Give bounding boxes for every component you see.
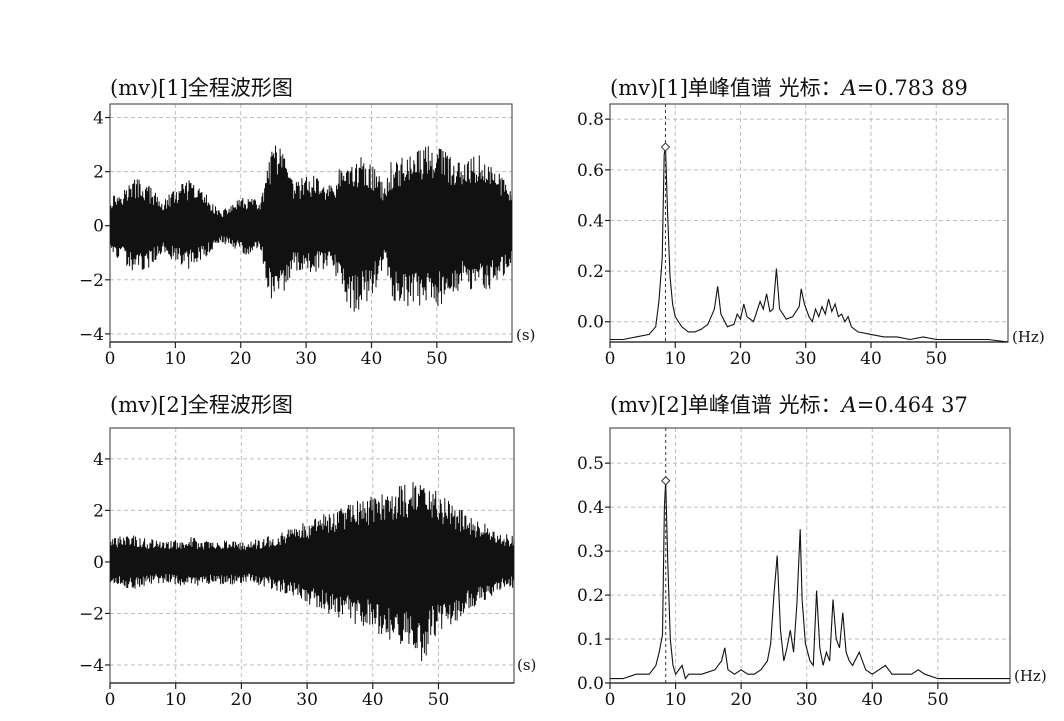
y-tick-label: 0.5 — [577, 454, 604, 474]
y-tick-label: −4 — [79, 325, 104, 345]
x-tick-label: 40 — [860, 349, 882, 369]
y-tick-label: 0 — [93, 553, 104, 573]
x-tick-label: 40 — [362, 690, 384, 710]
x-tick-label: 50 — [925, 349, 947, 369]
y-tick-label: −2 — [79, 271, 104, 291]
y-tick-label: 0.2 — [577, 586, 604, 606]
x-tick-label: 20 — [231, 690, 253, 710]
spectrum-series — [610, 146, 1008, 342]
waveform-series — [110, 145, 512, 312]
y-tick-label: 0.2 — [577, 262, 604, 282]
x-tick-label: 0 — [605, 349, 616, 369]
y-tick-label: −4 — [79, 656, 104, 676]
cursor-peak-marker — [661, 476, 671, 486]
y-tick-label: 0.4 — [577, 211, 604, 231]
x-tick-label: 40 — [361, 349, 383, 369]
x-tick-label: 20 — [730, 349, 752, 369]
x-tick-label: 20 — [730, 690, 752, 710]
y-tick-label: 0.8 — [577, 110, 604, 130]
x-tick-label: 30 — [796, 690, 818, 710]
x-tick-label: 10 — [165, 690, 187, 710]
y-tick-label: 4 — [93, 109, 104, 129]
plot-area: 0 10 20 30 40 50 0.8 0.6 0.4 0.2 0.0 — [577, 103, 1009, 369]
x-tick-label: 50 — [428, 690, 450, 710]
y-tick-label: 0.0 — [577, 313, 604, 333]
y-tick-label: 2 — [93, 501, 104, 521]
waveform-series — [110, 482, 514, 662]
x-tick-label: 30 — [795, 349, 817, 369]
spectrum-series — [610, 480, 1010, 680]
panel-title: (mv)[2]全程波形图 — [110, 393, 293, 417]
x-tick-label: 10 — [165, 349, 187, 369]
x-tick-label: 10 — [664, 349, 686, 369]
y-tick-label: −2 — [79, 604, 104, 624]
x-unit-label: (s) — [516, 326, 535, 344]
cursor-peak-marker — [660, 142, 671, 152]
y-tick-label: 2 — [93, 163, 104, 183]
x-tick-label: 0 — [605, 690, 616, 710]
panel-title: (mv)[1]全程波形图 — [110, 76, 293, 100]
x-unit-label: (Hz) — [1012, 328, 1045, 346]
panel-spectrum-2: (mv)[2]单峰值谱 光标：A=0.464 37 0 10 20 30 40 50 0.5… — [577, 393, 1047, 710]
x-tick-label: 0 — [105, 690, 116, 710]
panel-spectrum-1: (mv)[1]单峰值谱 光标：A=0.783 89 0 10 20 30 40 50 0.8… — [577, 76, 1045, 369]
x-tick-label: 30 — [296, 690, 318, 710]
x-tick-label: 20 — [230, 349, 252, 369]
plot-frame — [609, 427, 1011, 684]
plot-area: 0 10 20 30 40 50 0.5 0.4 0.3 0.2 0.1 0.0 — [577, 427, 1011, 710]
x-tick-label: 10 — [665, 690, 687, 710]
x-tick-label: 30 — [295, 349, 317, 369]
panel-title: (mv)[2]单峰值谱 光标：A=0.464 37 — [610, 393, 968, 417]
x-unit-label: (s) — [517, 656, 536, 674]
x-tick-label: 40 — [861, 690, 883, 710]
y-tick-label: 0.3 — [577, 542, 604, 562]
y-tick-label: 0.1 — [577, 630, 604, 650]
x-tick-label: 50 — [426, 349, 448, 369]
x-unit-label: (Hz) — [1014, 667, 1047, 685]
y-tick-label: 0.0 — [577, 674, 604, 694]
x-tick-label: 0 — [105, 349, 116, 369]
y-tick-label: 0 — [93, 217, 104, 237]
plot-frame — [609, 103, 1009, 343]
y-tick-label: 0.6 — [577, 161, 604, 181]
panel-title: (mv)[1]单峰值谱 光标：A=0.783 89 — [610, 76, 968, 100]
y-tick-label: 4 — [93, 450, 104, 470]
x-tick-label: 50 — [927, 690, 949, 710]
y-tick-label: 0.4 — [577, 498, 604, 518]
